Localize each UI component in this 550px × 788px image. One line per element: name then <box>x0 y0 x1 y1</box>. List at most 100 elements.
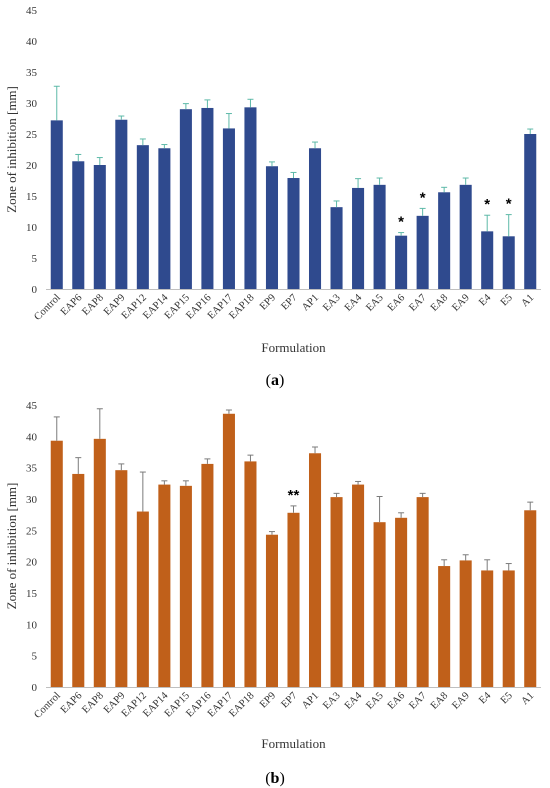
error-bar-a1 <box>527 501 534 511</box>
bar-ea9 <box>459 184 472 289</box>
x-tick-label-e5: E5 <box>499 690 515 706</box>
bar-control <box>50 120 63 289</box>
bar-eap6 <box>72 161 85 289</box>
bar-ea4 <box>352 484 365 687</box>
error-bar-ea8 <box>441 186 448 193</box>
bar-eap16 <box>201 463 214 687</box>
error-bar-e5 <box>505 563 512 571</box>
x-tick-label-ap1: AP1 <box>300 292 321 313</box>
error-bar-eap17 <box>225 113 232 129</box>
error-bar-eap12 <box>139 138 146 146</box>
error-bar-ea7 <box>419 207 426 216</box>
x-axis-label: Formulation <box>261 736 326 751</box>
significance-star-e4: * <box>484 196 490 213</box>
x-axis-ticks: ControlEAP6EAP8EAP9EAP12EAP14EAP15EAP16E… <box>32 690 536 721</box>
y-tick-label: 0 <box>32 284 38 296</box>
y-tick-label: 40 <box>26 36 38 48</box>
x-tick-label-ea6: EA6 <box>386 690 407 711</box>
bar-series <box>50 413 537 687</box>
error-bar-ep9 <box>268 161 275 167</box>
error-bar-control <box>53 416 60 441</box>
bar-eap14 <box>158 148 171 289</box>
bar-e4 <box>481 231 494 289</box>
bar-ea5 <box>373 522 386 687</box>
x-tick-label-e5: E5 <box>499 292 515 308</box>
x-tick-label-ep9: EP9 <box>258 690 278 710</box>
x-tick-label-eap18: EAP18 <box>227 690 256 719</box>
error-bar-eap12 <box>139 471 146 512</box>
y-tick-label: 5 <box>32 651 38 663</box>
error-bar-ea6 <box>398 232 405 236</box>
bar-a1 <box>524 510 537 687</box>
error-bar-eap6 <box>75 153 82 162</box>
error-bar-ep7 <box>290 505 297 513</box>
x-tick-label-e4: E4 <box>477 690 494 707</box>
bar-eap15 <box>179 109 192 289</box>
significance-star-ep7: ** <box>288 487 300 504</box>
x-tick-label-ea5: EA5 <box>364 690 385 711</box>
bar-ea9 <box>459 560 472 687</box>
error-bar-ea4 <box>355 480 362 485</box>
significance-markers: * * * * <box>398 189 512 230</box>
bar-ea3 <box>330 207 343 289</box>
y-tick-label: 15 <box>26 588 38 600</box>
bar-series <box>50 107 537 290</box>
error-bar-eap16 <box>204 99 211 108</box>
significance-markers: ** <box>288 487 300 504</box>
bar-eap9 <box>115 119 128 290</box>
error-bar-ea9 <box>462 177 469 185</box>
y-tick-label: 20 <box>26 160 38 172</box>
y-axis-ticks: 0 5 10 15 20 25 30 35 40 45 <box>26 5 38 296</box>
error-bar-eap15 <box>182 103 189 110</box>
x-tick-label-ea8: EA8 <box>429 690 450 711</box>
bar-ea6 <box>395 517 408 687</box>
bar-eap8 <box>93 165 106 289</box>
y-tick-label: 15 <box>26 191 38 203</box>
error-bar-control <box>53 85 60 121</box>
bar-ep7 <box>287 178 300 289</box>
error-bar-ea3 <box>333 492 340 498</box>
error-bar-e4 <box>484 559 491 571</box>
bar-ap1 <box>308 453 322 687</box>
bar-ea5 <box>373 184 386 289</box>
bar-eap18 <box>244 107 257 289</box>
y-tick-label: 30 <box>26 494 38 506</box>
error-bar-e4 <box>484 214 491 232</box>
y-tick-label: 45 <box>26 5 38 17</box>
bar-eap6 <box>72 473 85 687</box>
error-bar-eap9 <box>118 463 125 471</box>
x-tick-label-control: Control <box>32 690 63 721</box>
y-tick-label: 20 <box>26 557 38 569</box>
error-bar-ea5 <box>376 495 383 523</box>
significance-star-ea7: * <box>420 189 426 206</box>
bar-ea7 <box>416 215 429 289</box>
x-axis-ticks: ControlEAP6EAP8EAP9EAP12EAP14EAP15EAP16E… <box>32 292 536 323</box>
error-bar-eap16 <box>204 458 211 464</box>
bar-eap16 <box>201 107 214 290</box>
error-bar-eap9 <box>118 115 125 120</box>
x-tick-label-ap1: AP1 <box>300 690 321 711</box>
y-tick-label: 35 <box>26 463 38 475</box>
error-bar-eap18 <box>247 454 254 462</box>
error-bar-ea4 <box>355 178 362 188</box>
error-bar-eap14 <box>161 480 168 485</box>
error-bar-ea6 <box>398 512 405 518</box>
x-tick-label-e4: E4 <box>477 292 494 309</box>
bar-ap1 <box>308 148 322 289</box>
bar-eap17 <box>222 128 235 289</box>
chart-panel-a: 0 5 10 15 20 25 30 35 40 45 ControlEAP6EAP8EAP9EAP… <box>4 5 541 389</box>
bar-e4 <box>481 570 494 687</box>
y-axis-label: Zone of inhibition [mm] <box>4 86 19 213</box>
bar-e5 <box>502 236 515 289</box>
y-axis-ticks: 0 5 10 15 20 25 30 35 40 45 <box>26 400 38 694</box>
bar-eap17 <box>222 413 235 687</box>
x-tick-label-a1: A1 <box>520 292 537 309</box>
error-bar-a1 <box>527 128 534 134</box>
x-tick-label-ep9: EP9 <box>258 292 278 312</box>
error-bar-ep7 <box>290 171 297 179</box>
error-bar-ea8 <box>441 559 448 567</box>
error-bar-eap14 <box>161 144 168 149</box>
x-tick-label-eap8: EAP8 <box>80 690 106 716</box>
panel-label: (b) <box>265 770 285 787</box>
y-tick-label: 0 <box>32 682 38 694</box>
